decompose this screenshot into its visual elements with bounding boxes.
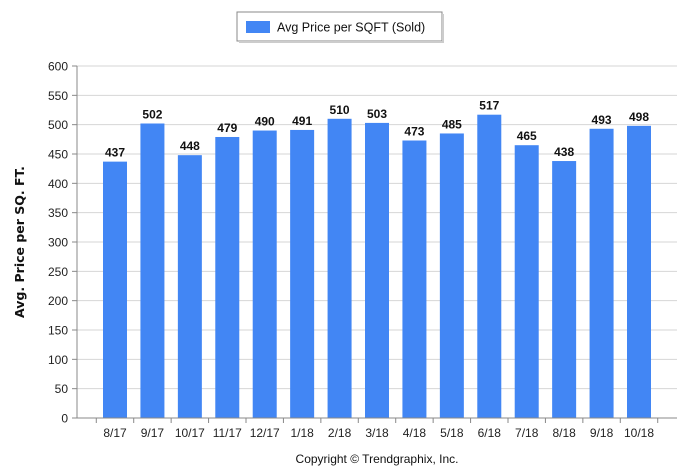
legend-frame xyxy=(236,11,443,42)
data-label: 502 xyxy=(142,107,162,121)
y-tick-label: 150 xyxy=(48,324,68,338)
y-tick-label: 450 xyxy=(48,148,68,162)
data-label: 510 xyxy=(330,103,350,117)
data-label: 438 xyxy=(554,145,574,159)
bar xyxy=(327,118,352,419)
bar xyxy=(177,155,202,418)
y-tick-label: 0 xyxy=(61,412,68,426)
x-tick-label: 4/18 xyxy=(403,426,427,440)
x-tick-label: 10/18 xyxy=(624,426,654,440)
bar xyxy=(627,125,651,418)
x-tick-label: 5/18 xyxy=(440,426,464,440)
x-tick-label: 9/18 xyxy=(590,426,614,440)
data-label: 485 xyxy=(442,117,462,131)
data-label: 517 xyxy=(479,99,499,113)
x-tick-label: 6/18 xyxy=(478,426,502,440)
data-label: 437 xyxy=(105,146,125,160)
x-tick-label: 7/18 xyxy=(515,426,539,440)
y-tick-label: 300 xyxy=(48,236,68,250)
bar xyxy=(140,123,165,418)
x-tick-label: 1/18 xyxy=(290,426,314,440)
x-tick-label: 9/17 xyxy=(141,426,165,440)
x-tick-label: 11/17 xyxy=(213,426,242,440)
data-label: 491 xyxy=(292,114,312,128)
data-label: 465 xyxy=(517,129,537,143)
data-label: 498 xyxy=(629,110,649,124)
y-tick-label: 100 xyxy=(48,353,68,367)
data-labels: 437 502 448 479 490 491 510 503 473 485 517 465 438 4… xyxy=(105,99,649,160)
x-tick-label: 3/18 xyxy=(365,426,389,440)
y-tick-label: 550 xyxy=(48,89,68,103)
x-axis-ticks: 8/17 9/17 10/17 11/17 12/17 1/18 2/18 3/18 4/18 5… xyxy=(95,418,659,440)
y-axis-title: Avg. Price per SQ. FT. xyxy=(12,166,27,318)
legend-label: Avg Price per SQFT (Sold) xyxy=(277,21,425,35)
x-tick-label: 2/18 xyxy=(328,426,352,440)
bar xyxy=(402,140,427,419)
bar xyxy=(103,161,127,419)
bar xyxy=(514,145,539,418)
x-tick-label: 10/17 xyxy=(175,426,205,440)
legend-shadow-bottom xyxy=(239,41,444,43)
legend: Avg Price per SQFT (Sold) xyxy=(236,11,444,43)
y-tick-label: 50 xyxy=(55,382,69,396)
x-tick-label: 12/17 xyxy=(250,426,280,440)
bar xyxy=(589,128,614,419)
y-axis-ticks: 0 50 100 150 200 250 300 350 400 450 500 550 600 xyxy=(48,60,77,426)
bar xyxy=(439,133,464,418)
bar xyxy=(477,114,502,419)
bar xyxy=(215,136,240,418)
legend-shadow xyxy=(442,14,444,42)
x-tick-label: 8/18 xyxy=(552,426,576,440)
data-label: 503 xyxy=(367,107,387,121)
y-tick-label: 500 xyxy=(48,118,68,132)
y-tick-label: 250 xyxy=(48,265,68,279)
bars xyxy=(103,114,651,419)
y-tick-label: 400 xyxy=(48,177,68,191)
legend-swatch xyxy=(246,21,270,33)
bar xyxy=(552,161,577,419)
data-label: 479 xyxy=(217,121,237,135)
data-label: 490 xyxy=(255,115,275,129)
y-tick-label: 600 xyxy=(48,60,68,74)
x-tick-label: 8/17 xyxy=(103,426,127,440)
y-tick-label: 200 xyxy=(48,294,68,308)
y-tick-label: 350 xyxy=(48,206,68,220)
bar xyxy=(290,129,315,419)
bar xyxy=(252,130,277,419)
data-label: 448 xyxy=(180,139,200,153)
data-label: 493 xyxy=(592,113,612,127)
bar xyxy=(365,122,389,418)
copyright-text: Copyright © Trendgraphix, Inc. xyxy=(296,452,459,466)
data-label: 473 xyxy=(404,125,424,139)
